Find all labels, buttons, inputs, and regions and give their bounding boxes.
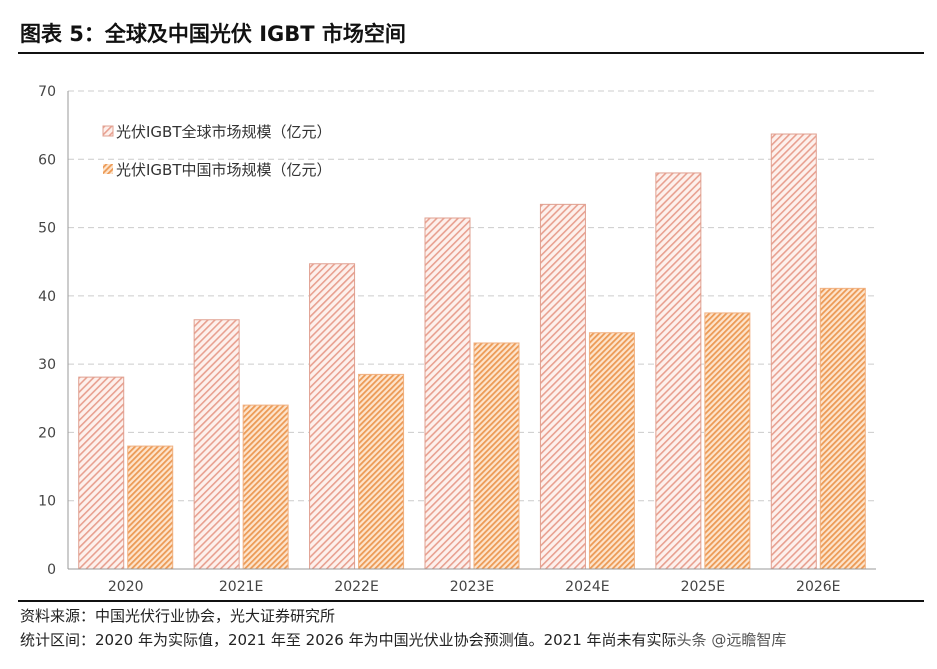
x-tick-label: 2021E	[219, 579, 263, 595]
x-tick-label: 2022E	[334, 579, 378, 595]
title-rule	[18, 52, 924, 54]
source-note: 资料来源：中国光伏行业协会，光大证券研究所	[20, 607, 336, 625]
legend-swatch-0	[102, 125, 114, 137]
bar-global-2020	[78, 376, 125, 570]
bar-china-2020	[127, 445, 174, 570]
x-tick-label: 2025E	[681, 579, 725, 595]
y-tick-label: 20	[38, 425, 56, 441]
x-tick-label: 2024E	[565, 579, 609, 595]
bar-global-2022E	[309, 263, 356, 570]
bar-china-2024E	[588, 332, 635, 570]
footer-rule	[18, 600, 924, 602]
figure-title: 图表 5：全球及中国光伏 IGBT 市场空间	[20, 22, 406, 46]
legend-label-0: 光伏IGBT全球市场规模（亿元）	[116, 123, 332, 141]
x-tick-label: 2023E	[450, 579, 494, 595]
y-tick-label: 10	[38, 494, 56, 510]
x-tick-label: 2020	[108, 579, 144, 595]
x-tick-label: 2026E	[796, 579, 840, 595]
scope-text: 统计区间：2020 年为实际值，2021 年至 2026 年为中国光伏业协会预测…	[20, 631, 677, 649]
bar-china-2025E	[704, 312, 751, 570]
y-tick-label: 70	[38, 84, 56, 100]
bar-chart: 0 10 20 30 40 50 60 70 2020 2021E 2022E 2023E 2024E 2…	[38, 84, 876, 595]
scope-note: 统计区间：2020 年为实际值，2021 年至 2026 年为中国光伏业协会预测…	[20, 629, 786, 650]
bar-global-2023E	[424, 217, 471, 570]
bar-china-2026E	[819, 287, 866, 570]
bar-china-2021E	[242, 404, 289, 570]
legend-swatch-1	[103, 164, 113, 174]
y-tick-label: 50	[38, 221, 56, 237]
bar-global-2021E	[193, 319, 240, 570]
y-tick-label: 0	[47, 562, 56, 578]
bar-global-2025E	[655, 172, 702, 570]
y-tick-label: 30	[38, 357, 56, 373]
legend-label-1: 光伏IGBT中国市场规模（亿元）	[116, 161, 332, 179]
y-tick-label: 60	[38, 152, 56, 168]
bar-china-2023E	[473, 342, 520, 570]
bar-global-2026E	[770, 133, 817, 570]
watermark: 头条 @远瞻智库	[676, 631, 787, 649]
y-tick-label: 40	[38, 289, 56, 305]
bar-global-2024E	[539, 203, 586, 570]
bar-china-2022E	[358, 373, 405, 570]
